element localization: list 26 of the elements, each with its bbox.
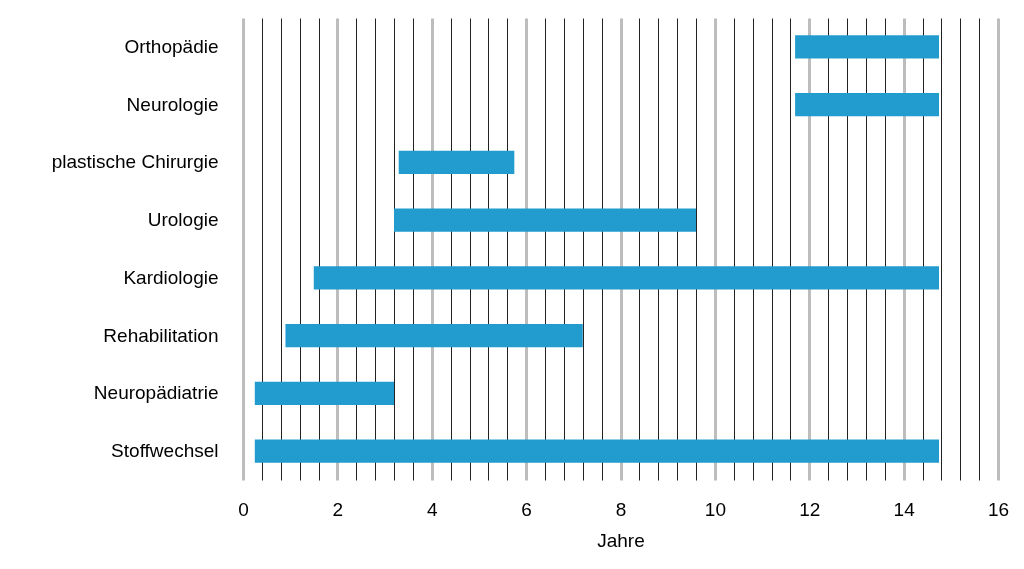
bar — [394, 208, 696, 232]
bar — [398, 150, 515, 174]
bar — [254, 439, 940, 463]
y-tick-label: Rehabilitation — [103, 324, 219, 346]
y-tick-label: Stoffwechsel — [111, 440, 219, 462]
y-tick-label: Neurologie — [126, 93, 219, 115]
y-tick-label: Kardiologie — [123, 266, 219, 288]
y-tick-label: Urologie — [147, 209, 219, 231]
x-tick-label: 12 — [799, 498, 821, 520]
bar — [254, 381, 394, 405]
x-tick-label: 4 — [426, 498, 438, 520]
x-tick-label: 2 — [332, 498, 344, 520]
x-axis-title: Jahre — [597, 529, 645, 551]
bar — [795, 35, 940, 59]
bar — [285, 324, 583, 348]
x-tick-label: 10 — [704, 498, 726, 520]
y-tick-label: Orthopädie — [124, 35, 219, 57]
x-tick-label: 6 — [521, 498, 532, 520]
y-tick-label: plastische Chirurgie — [51, 151, 219, 173]
bar — [795, 93, 940, 117]
x-tick-label: 8 — [615, 498, 627, 520]
x-tick-label: 0 — [238, 498, 249, 520]
x-tick-label: 16 — [987, 498, 1010, 520]
x-tick-label: 14 — [893, 498, 916, 520]
bar — [313, 266, 940, 290]
y-tick-label: Neuropädiatrie — [93, 382, 219, 404]
